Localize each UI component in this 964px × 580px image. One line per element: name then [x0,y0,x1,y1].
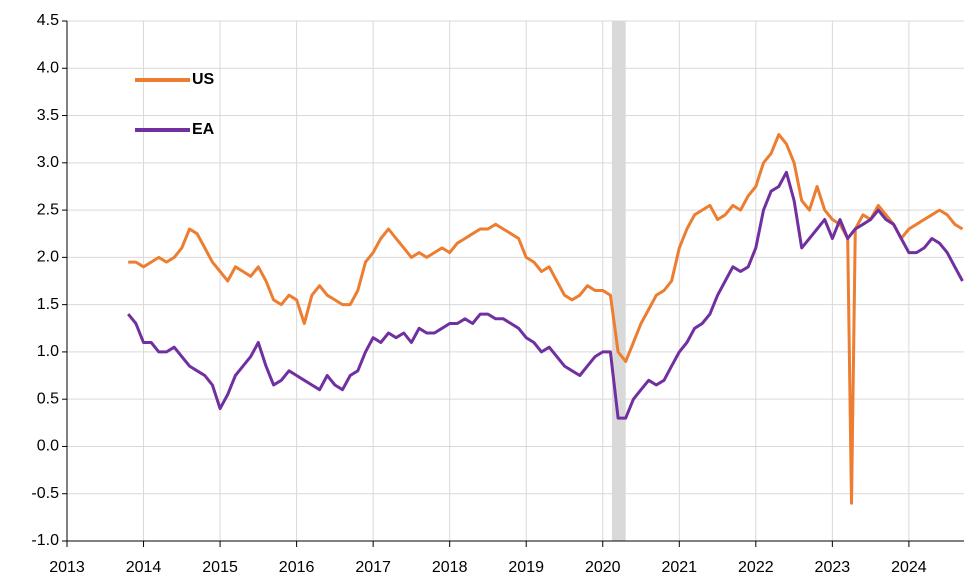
y-tick-label: -1.0 [31,532,59,549]
recession-shade [611,21,626,541]
y-tick-label: 0.0 [37,438,59,455]
x-tick-label: 2016 [279,559,315,576]
x-tick-label: 2014 [126,559,162,576]
y-tick-label: 1.5 [37,296,59,313]
y-tick-label: 0.5 [37,390,59,407]
data-line [127,170,964,420]
x-tick-label: 2015 [202,559,238,576]
x-tick-label: 2022 [738,559,774,576]
y-tick-label: 4.5 [37,12,59,29]
y-tick-label: 2.5 [37,201,59,218]
legend-label: EA [192,121,215,138]
y-tick-label: 3.5 [37,107,59,124]
x-tick-label: 2021 [661,559,697,576]
data-line [128,133,964,505]
x-tick-label: 2013 [49,559,85,576]
x-tick-label: 2024 [891,559,927,576]
y-tick-label: -0.5 [31,485,59,502]
y-tick-label: 4.0 [37,59,59,76]
x-tick-label: 2018 [432,559,468,576]
y-tick-label: 3.0 [37,154,59,171]
x-tick-label: 2023 [815,559,851,576]
y-tick-label: 1.0 [37,343,59,360]
legend-label: US [192,71,215,88]
x-tick-label: 2019 [508,559,544,576]
x-tick-label: 2020 [585,559,621,576]
x-tick-label: 2017 [355,559,391,576]
y-tick-label: 2.0 [37,249,59,266]
